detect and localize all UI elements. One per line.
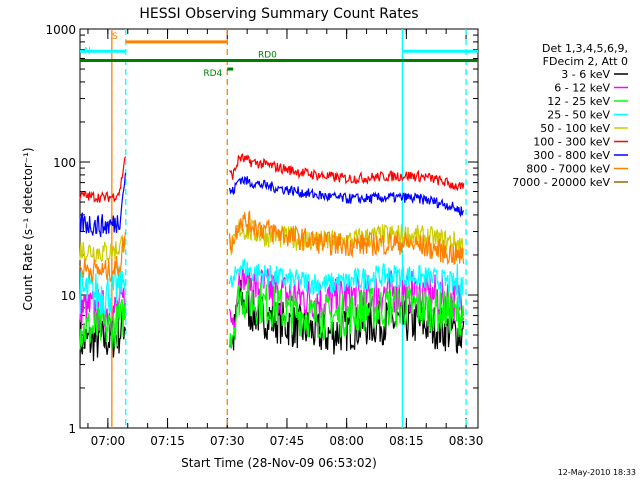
x-tick-label: 07:15: [150, 434, 185, 448]
flag-label: RD0: [258, 50, 277, 60]
data-series-line: [79, 153, 465, 203]
legend-header-line: FDecim 2, Att 0: [543, 55, 628, 68]
flag-label: RD4: [203, 69, 222, 79]
y-tick-label: 100: [53, 156, 76, 170]
legend-entry-label: 100 - 300 keV: [533, 136, 610, 149]
data-series-line: [79, 172, 465, 238]
legend-entry-label: 300 - 800 keV: [533, 149, 610, 162]
y-tick-label: 10: [61, 289, 76, 303]
flag-label: S: [112, 32, 118, 42]
x-tick-label: 07:45: [270, 434, 305, 448]
legend-entry-label: 6 - 12 keV: [554, 82, 610, 95]
data-series-line: [79, 278, 465, 350]
x-tick-label: 07:00: [91, 434, 126, 448]
x-tick-label: 07:30: [210, 434, 245, 448]
legend-entry-label: 7000 - 20000 keV: [512, 176, 610, 189]
x-tick-label: 08:30: [449, 434, 484, 448]
legend-entry-label: 25 - 50 keV: [547, 109, 610, 122]
x-axis-label: Start Time (28-Nov-09 06:53:02): [181, 456, 377, 470]
plot-frame: [79, 28, 479, 429]
y-tick-label: 1: [68, 422, 76, 436]
x-tick-label: 08:00: [329, 434, 364, 448]
x-tick-label: 08:15: [389, 434, 424, 448]
legend-entry-label: 3 - 6 keV: [561, 68, 610, 81]
flag-label: N: [84, 46, 91, 56]
chart-title: HESSI Observing Summary Count Rates: [139, 6, 418, 22]
legend-entry-label: 800 - 7000 keV: [526, 163, 610, 176]
footer-timestamp: 12-May-2010 18:33: [558, 468, 636, 477]
legend-entry-label: 50 - 100 keV: [540, 122, 610, 135]
legend-header-line: Det 1,3,4,5,6,9,: [542, 42, 628, 55]
y-tick-label: 1000: [45, 23, 76, 37]
data-series-line: [79, 209, 465, 284]
data-series-line: [79, 258, 464, 315]
y-axis-label: Count Rate (s⁻¹ detector⁻¹): [21, 147, 35, 310]
legend-entry-label: 12 - 25 keV: [547, 95, 610, 108]
